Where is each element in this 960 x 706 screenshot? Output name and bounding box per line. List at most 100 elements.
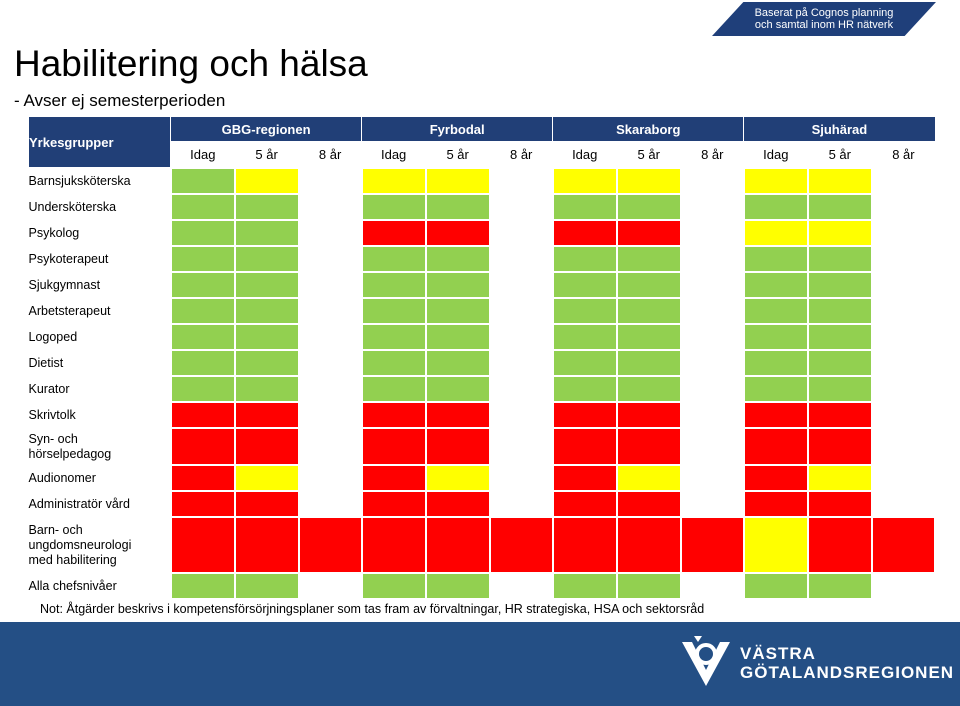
status-cell: [679, 401, 745, 429]
period-header: 8 år: [298, 141, 362, 168]
status-cell: [870, 464, 937, 492]
status-cell: [806, 193, 873, 221]
status-cell: [488, 401, 554, 429]
status-cell: [488, 323, 554, 351]
status-cell: [870, 219, 937, 247]
status-cell: [424, 375, 491, 403]
row-label: Dietist: [28, 349, 171, 376]
status-cell: [551, 245, 618, 273]
status-cell: [488, 349, 554, 377]
row-label: Undersköterska: [28, 193, 171, 220]
status-cell: [360, 219, 427, 247]
period-header-row: Idag 5 år 8 år Idag 5 år 8 år Idag 5 år 8 år Idag…: [29, 141, 935, 168]
region-header: GBG-regionen: [170, 115, 363, 143]
status-cell: [424, 427, 491, 466]
status-cell: [615, 427, 682, 466]
status-cell: [169, 297, 236, 325]
period-header: 5 år: [616, 141, 681, 168]
status-cell: [297, 245, 363, 273]
table-row: Barn- och ungdomsneurologi med habiliterin…: [28, 516, 937, 574]
status-cell: [169, 375, 236, 403]
status-cell: [806, 375, 873, 403]
row-label: Sjukgymnast: [28, 271, 171, 298]
status-cell: [424, 167, 491, 195]
status-cell: [742, 427, 809, 466]
status-cell: [806, 323, 873, 351]
status-cell: [870, 516, 937, 574]
row-label: Alla chefsnivåer: [28, 572, 171, 599]
row-label: Barn- och ungdomsneurologi med habiliterin…: [28, 516, 171, 573]
row-label: Logoped: [28, 323, 171, 350]
status-cell: [870, 401, 937, 429]
status-cell: [551, 323, 618, 351]
status-cell: [615, 401, 682, 429]
status-cell: [679, 516, 745, 574]
status-cell: [679, 490, 745, 518]
status-cell: [297, 167, 363, 195]
status-cell: [488, 297, 554, 325]
page-subtitle: - Avser ej semesterperioden: [14, 91, 226, 110]
status-cell: [742, 401, 809, 429]
status-cell: [742, 271, 809, 299]
status-cell: [551, 427, 618, 466]
status-cell: [806, 271, 873, 299]
status-cell: [297, 297, 363, 325]
period-header: 8 år: [871, 141, 935, 168]
status-cell: [297, 271, 363, 299]
status-cell: [360, 297, 427, 325]
status-cell: [615, 271, 682, 299]
status-cell: [615, 490, 682, 518]
logo-line-1: VÄSTRA: [740, 644, 816, 663]
status-cell: [742, 516, 809, 574]
status-cell: [424, 349, 491, 377]
status-cell: [551, 516, 618, 574]
status-cell: [360, 375, 427, 403]
row-label: Barnsjuksköterska: [28, 167, 171, 194]
status-cell: [551, 401, 618, 429]
status-cell: [615, 167, 682, 195]
status-cell: [551, 490, 618, 518]
status-cell: [297, 401, 363, 429]
status-cell: [360, 193, 427, 221]
row-label: Syn- och hörselpedagog: [28, 427, 171, 465]
table-row: Skrivtolk: [28, 401, 937, 429]
period-header: Idag: [170, 141, 235, 168]
status-cell: [806, 167, 873, 195]
status-cell: [233, 464, 300, 492]
status-cell: [551, 219, 618, 247]
status-cell: [806, 572, 873, 600]
period-header: 5 år: [425, 141, 490, 168]
status-cell: [488, 219, 554, 247]
status-cell: [870, 167, 937, 195]
status-cell: [360, 464, 427, 492]
status-cell: [424, 193, 491, 221]
status-cell: [233, 490, 300, 518]
status-cell: [615, 464, 682, 492]
table-row: Arbetsterapeut: [28, 297, 937, 325]
logo-line-2: GÖTALANDSREGIONEN: [740, 663, 955, 682]
status-cell: [488, 572, 554, 600]
status-cell: [169, 271, 236, 299]
status-cell: [360, 349, 427, 377]
status-cell: [615, 375, 682, 403]
table-row: Undersköterska: [28, 193, 937, 221]
status-cell: [806, 490, 873, 518]
status-cell: [233, 219, 300, 247]
status-cell: [488, 490, 554, 518]
row-label: Administratör vård: [28, 490, 171, 517]
period-header: Idag: [361, 141, 426, 168]
status-cell: [360, 516, 427, 574]
table-row: Psykolog: [28, 219, 937, 247]
status-cell: [615, 219, 682, 247]
status-cell: [488, 271, 554, 299]
status-cell: [806, 401, 873, 429]
status-cell: [233, 349, 300, 377]
status-cell: [806, 245, 873, 273]
status-cell: [297, 464, 363, 492]
row-label: Psykolog: [28, 219, 171, 246]
status-cell: [297, 219, 363, 247]
status-cell: [424, 464, 491, 492]
status-cell: [297, 375, 363, 403]
region-header: Skaraborg: [552, 115, 745, 143]
status-cell: [551, 193, 618, 221]
